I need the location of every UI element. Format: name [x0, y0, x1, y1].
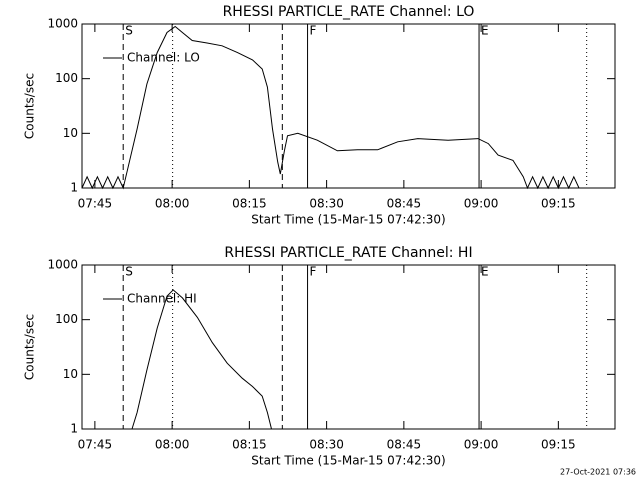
x-tick-label: 09:00: [464, 197, 499, 211]
x-tick-label: 08:00: [155, 197, 190, 211]
x-tick-label: 09:15: [541, 197, 576, 211]
data-line: [131, 289, 272, 430]
chart-title: RHESSI PARTICLE_RATE Channel: LO: [223, 4, 475, 20]
time-marker-label: F: [310, 265, 317, 279]
x-tick-label: 08:15: [232, 438, 267, 452]
time-marker-label: F: [310, 24, 317, 38]
legend-label: Channel: HI: [127, 292, 197, 306]
x-axis-title: Start Time (15-Mar-15 07:42:30): [251, 454, 445, 468]
x-tick-label: 08:30: [309, 197, 344, 211]
plot-frame: [81, 23, 616, 189]
x-tick-label: 08:45: [387, 197, 422, 211]
y-tick-label: 1: [70, 181, 78, 195]
y-axis-title: Counts/sec: [23, 314, 37, 380]
y-tick-label: 10: [63, 367, 78, 381]
x-tick-label: 09:15: [541, 438, 576, 452]
y-tick-label: 10: [63, 126, 78, 140]
chart-title: RHESSI PARTICLE_RATE Channel: HI: [224, 245, 472, 261]
x-tick-label: 07:45: [78, 197, 113, 211]
x-tick-label: 08:15: [232, 197, 267, 211]
x-tick-label: 08:30: [309, 438, 344, 452]
x-tick-label: 08:00: [155, 438, 190, 452]
y-tick-label: 1000: [47, 258, 78, 272]
y-tick-label: 100: [55, 312, 78, 326]
data-line: [81, 25, 585, 190]
x-tick-label: 09:00: [464, 438, 499, 452]
time-marker-label: S: [125, 24, 133, 38]
time-marker-label: S: [125, 265, 133, 279]
time-marker-label: E: [481, 265, 489, 279]
legend-label: Channel: LO: [127, 51, 200, 65]
x-tick-label: 08:45: [387, 438, 422, 452]
footer: 27-Oct-2021 07:36: [560, 468, 636, 477]
x-axis-title: Start Time (15-Mar-15 07:42:30): [251, 213, 445, 227]
y-tick-label: 1: [70, 422, 78, 436]
y-tick-label: 1000: [47, 17, 78, 31]
plot-frame: [81, 264, 616, 430]
y-axis-title: Counts/sec: [23, 73, 37, 139]
time-marker-label: E: [481, 24, 489, 38]
x-tick-label: 07:45: [78, 438, 113, 452]
y-tick-label: 100: [55, 71, 78, 85]
